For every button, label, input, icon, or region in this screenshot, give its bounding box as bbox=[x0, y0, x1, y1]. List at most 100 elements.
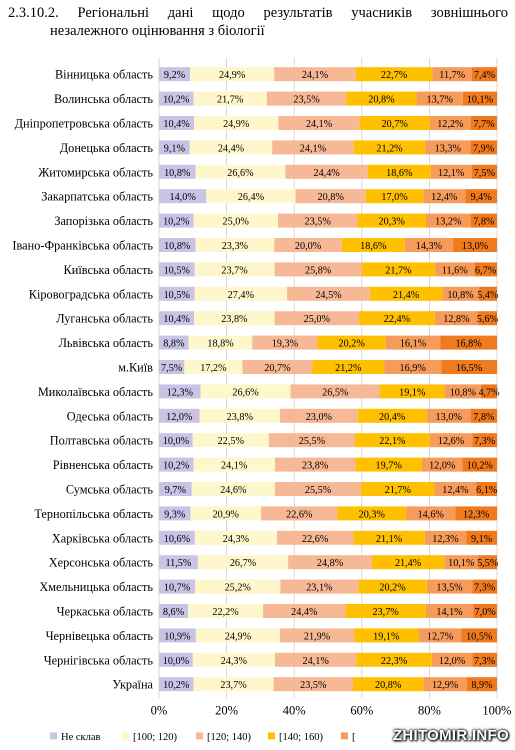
data-label: 12,7% bbox=[427, 631, 454, 642]
bar-segment bbox=[193, 677, 274, 692]
data-label: 5,4% bbox=[477, 290, 499, 301]
bar-segment bbox=[465, 189, 497, 204]
bar-segment bbox=[190, 67, 275, 82]
bar-segment bbox=[268, 433, 356, 448]
bar-segment bbox=[357, 213, 427, 228]
bar-segment bbox=[194, 530, 277, 545]
bar-segment bbox=[273, 677, 354, 692]
bar-segment bbox=[199, 408, 281, 423]
title-word: Регіональні bbox=[77, 5, 150, 21]
data-label: 21,4% bbox=[395, 558, 422, 569]
data-label: 22,4% bbox=[384, 314, 411, 325]
data-label: 23,7% bbox=[221, 265, 248, 276]
bar-segment bbox=[425, 140, 471, 155]
bar-segment bbox=[432, 67, 472, 82]
data-label: 10,7% bbox=[164, 583, 191, 594]
title-word: щодо bbox=[212, 5, 245, 21]
data-label: 24,1% bbox=[302, 70, 329, 81]
data-label: 23,1% bbox=[306, 583, 333, 594]
category-label: Чернівецька область bbox=[46, 629, 154, 643]
bar-segment bbox=[455, 506, 497, 521]
bar-segment bbox=[159, 457, 194, 472]
bar-segment bbox=[192, 433, 269, 448]
category-label: Чернігівська область bbox=[44, 653, 154, 667]
data-label: 13,5% bbox=[436, 583, 463, 594]
bar-segment bbox=[359, 311, 435, 326]
data-label: 24,3% bbox=[223, 534, 250, 545]
data-label: 14,6% bbox=[418, 509, 445, 520]
bar-segment bbox=[159, 286, 195, 301]
bar-segment bbox=[195, 238, 275, 252]
data-label: 10,8% bbox=[164, 168, 191, 179]
bar-segment bbox=[317, 335, 386, 350]
data-label: 12,4% bbox=[431, 192, 458, 203]
data-label: 27,4% bbox=[228, 290, 255, 301]
bar-segment bbox=[274, 238, 342, 252]
category-label: Україна bbox=[112, 678, 153, 692]
bar-segment bbox=[274, 262, 362, 277]
data-label: 11,7% bbox=[439, 70, 465, 81]
bar-segment bbox=[195, 164, 286, 179]
bar-segment bbox=[193, 213, 278, 228]
bar-segment bbox=[453, 238, 497, 252]
data-label: 12,3% bbox=[463, 509, 490, 520]
x-tick-label: 60% bbox=[350, 703, 373, 717]
data-label: 24,9% bbox=[225, 631, 252, 642]
data-label: 26,5% bbox=[322, 387, 349, 398]
data-label: 21,1% bbox=[376, 534, 403, 545]
data-label: 13,7% bbox=[427, 95, 454, 106]
category-label: Хмельницька область bbox=[39, 580, 153, 594]
data-label: 22,1% bbox=[379, 436, 406, 447]
legend-swatch bbox=[122, 732, 129, 740]
data-label: 20,9% bbox=[213, 509, 240, 520]
bar-segment bbox=[278, 116, 360, 130]
bar-segment bbox=[274, 457, 356, 472]
data-label: 23,7% bbox=[372, 607, 399, 618]
data-label: 21,7% bbox=[385, 485, 412, 496]
legend-swatch bbox=[196, 732, 203, 740]
bar-segment bbox=[194, 262, 275, 277]
bar-segment bbox=[159, 116, 195, 130]
bar-segment bbox=[355, 433, 430, 448]
data-label: 23,8% bbox=[302, 461, 329, 472]
data-label: 17,2% bbox=[200, 363, 227, 374]
data-label: 24,3% bbox=[221, 656, 248, 667]
data-label: 26,6% bbox=[232, 387, 259, 398]
data-label: 6,1% bbox=[476, 485, 498, 496]
bar-segment bbox=[159, 579, 196, 594]
title-block: 2.3.10.2. Регіональні дані щодо результа… bbox=[8, 4, 508, 40]
title-word: учасників bbox=[351, 5, 413, 21]
data-label: 9,1% bbox=[471, 534, 493, 545]
bar-segment bbox=[442, 286, 479, 301]
title-word: результатів bbox=[263, 5, 333, 21]
bar-segment bbox=[473, 604, 497, 618]
bar-segment bbox=[441, 360, 497, 374]
bar-segment bbox=[416, 91, 463, 106]
bar-segment bbox=[194, 116, 279, 130]
data-label: 18,6% bbox=[360, 241, 387, 252]
bar-segment bbox=[159, 408, 200, 423]
bar-segment bbox=[423, 677, 467, 692]
bar-segment bbox=[274, 652, 357, 667]
data-label: 16,5% bbox=[456, 363, 483, 374]
bar-segment bbox=[385, 335, 441, 350]
category-label: Дніпропетровська область bbox=[15, 117, 154, 131]
bar-segment bbox=[188, 335, 253, 350]
data-label: 24,8% bbox=[317, 558, 344, 569]
data-label: 7,9% bbox=[473, 143, 495, 154]
bar-segment bbox=[290, 384, 381, 399]
data-label: 7,3% bbox=[474, 436, 496, 447]
data-label: 13,0% bbox=[462, 241, 489, 252]
data-label: 10,4% bbox=[163, 119, 190, 130]
bar-segment bbox=[159, 67, 191, 82]
bar-segment bbox=[266, 91, 347, 106]
bar-segment bbox=[280, 628, 355, 643]
bar-segment bbox=[159, 628, 196, 643]
bar-segment bbox=[435, 262, 475, 277]
data-label: 10,4% bbox=[163, 314, 190, 325]
bar-segment bbox=[188, 604, 264, 618]
bar-segment bbox=[341, 238, 405, 252]
bar-segment bbox=[287, 286, 370, 301]
data-label: 16,1% bbox=[400, 339, 427, 350]
data-label: 10,9% bbox=[164, 631, 191, 642]
